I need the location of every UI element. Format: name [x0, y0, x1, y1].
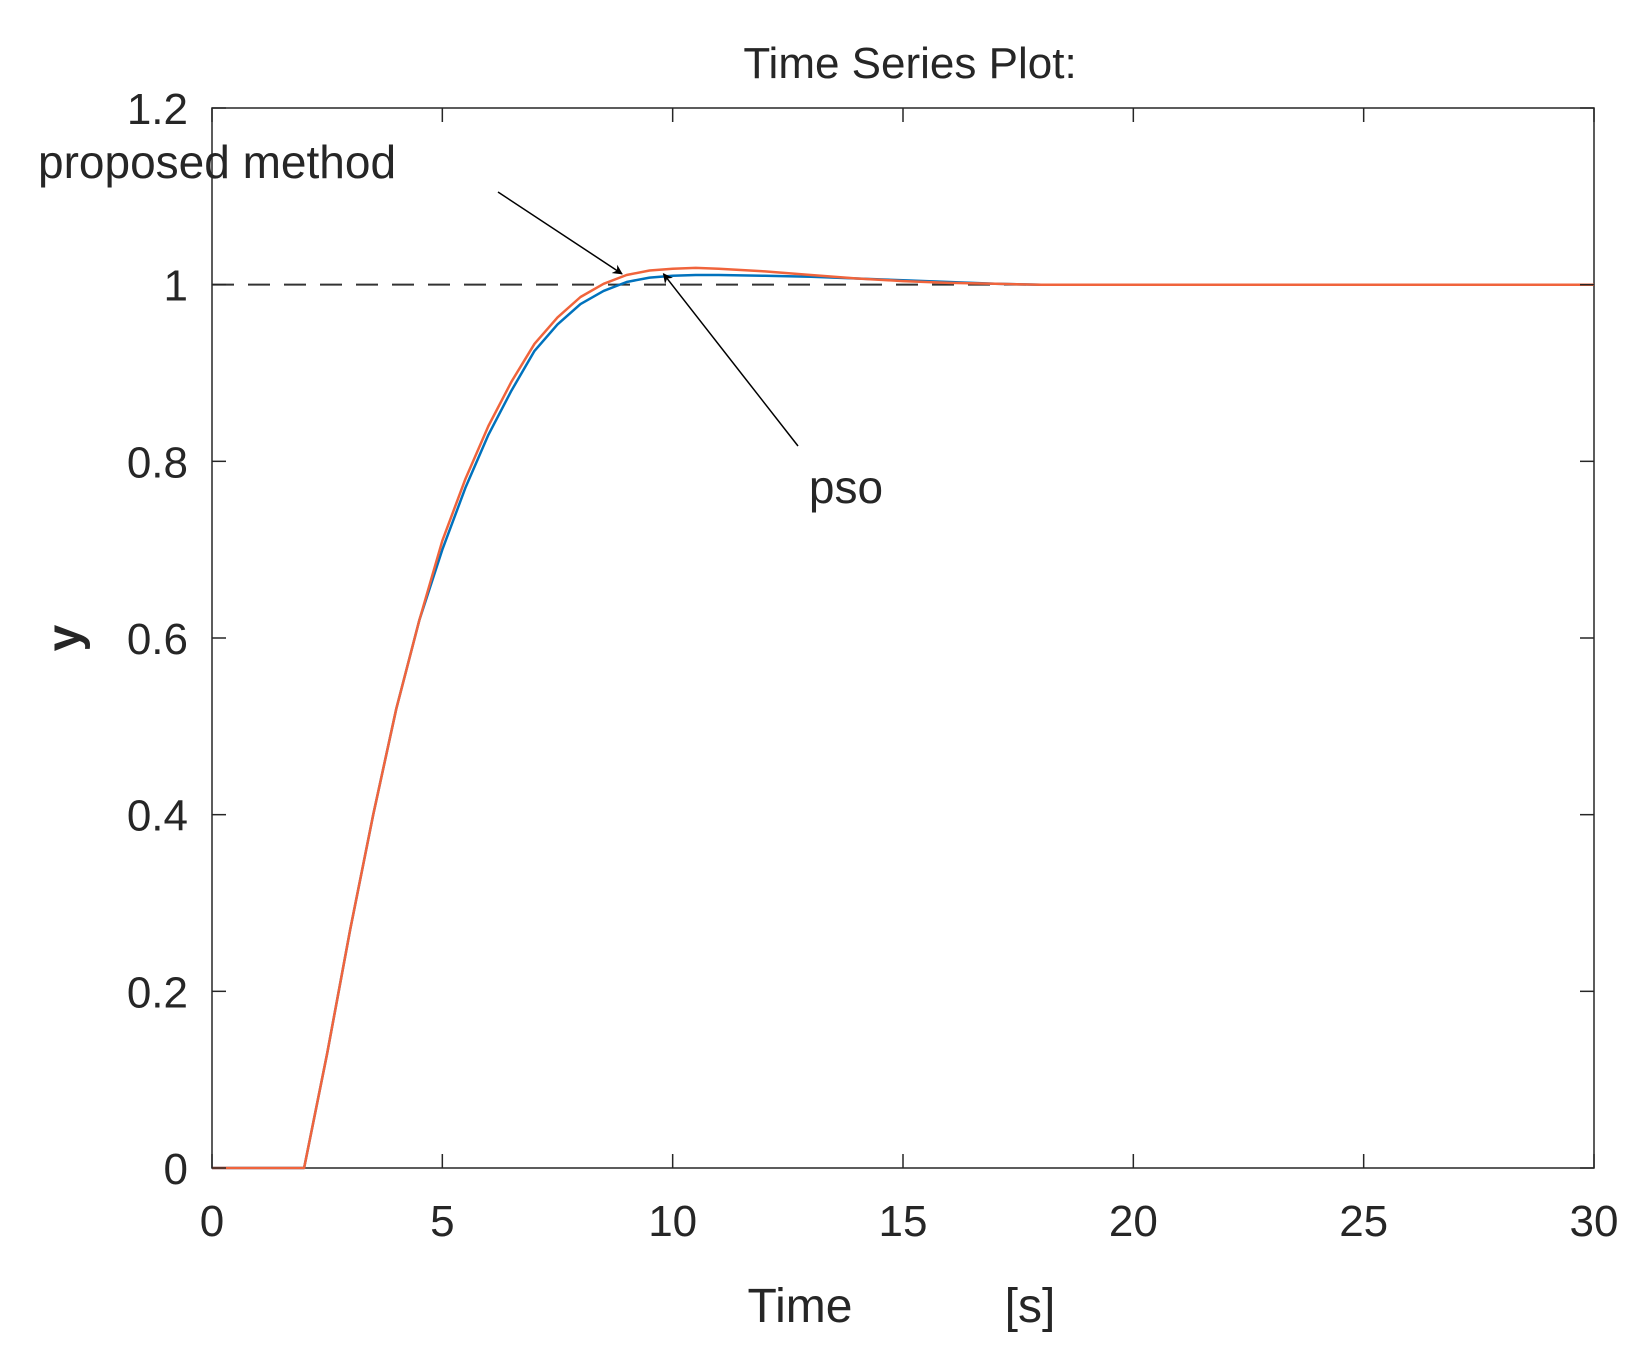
- series-line-2: [212, 266, 1594, 1170]
- annotations: proposed method pso: [38, 136, 883, 513]
- y-tick-label: 0.4: [127, 792, 188, 841]
- series-line-1: [212, 273, 1594, 1170]
- x-tick-label: 15: [879, 1197, 928, 1246]
- y-tick-label: 0.6: [127, 615, 188, 664]
- x-axis-label-unit: [s]: [1005, 1280, 1056, 1333]
- annotation-label-1: proposed method: [38, 136, 396, 188]
- x-tick-label: 0: [200, 1197, 224, 1246]
- y-tick-label: 1.2: [127, 85, 188, 134]
- plot-area: [211, 107, 1595, 1170]
- annotation-arrow-2: [662, 273, 799, 447]
- x-tick-label: 5: [430, 1197, 454, 1246]
- x-tick-label: 25: [1339, 1197, 1388, 1246]
- y-tick-label: 0.2: [127, 968, 188, 1017]
- axes-box: [211, 107, 1595, 1169]
- x-tick-label: 20: [1109, 1197, 1158, 1246]
- x-tick-label: 10: [648, 1197, 697, 1246]
- y-tick-label: 1: [164, 262, 188, 311]
- y-tick-label: 0.8: [127, 438, 188, 487]
- x-tick-label: 30: [1570, 1197, 1619, 1246]
- y-tick-label: 0: [164, 1145, 188, 1194]
- axis-ticks: 0 5 10 15 20 25 30 0 0.2 0.4 0.6 0.8 1 1.2: [127, 85, 1619, 1246]
- x-axis-label-time: Time: [748, 1280, 853, 1333]
- annotation-arrow-1: [497, 191, 623, 275]
- chart-title: Time Series Plot:: [743, 39, 1076, 88]
- y-axis-label: y: [38, 624, 91, 651]
- annotation-label-2: pso: [809, 461, 883, 513]
